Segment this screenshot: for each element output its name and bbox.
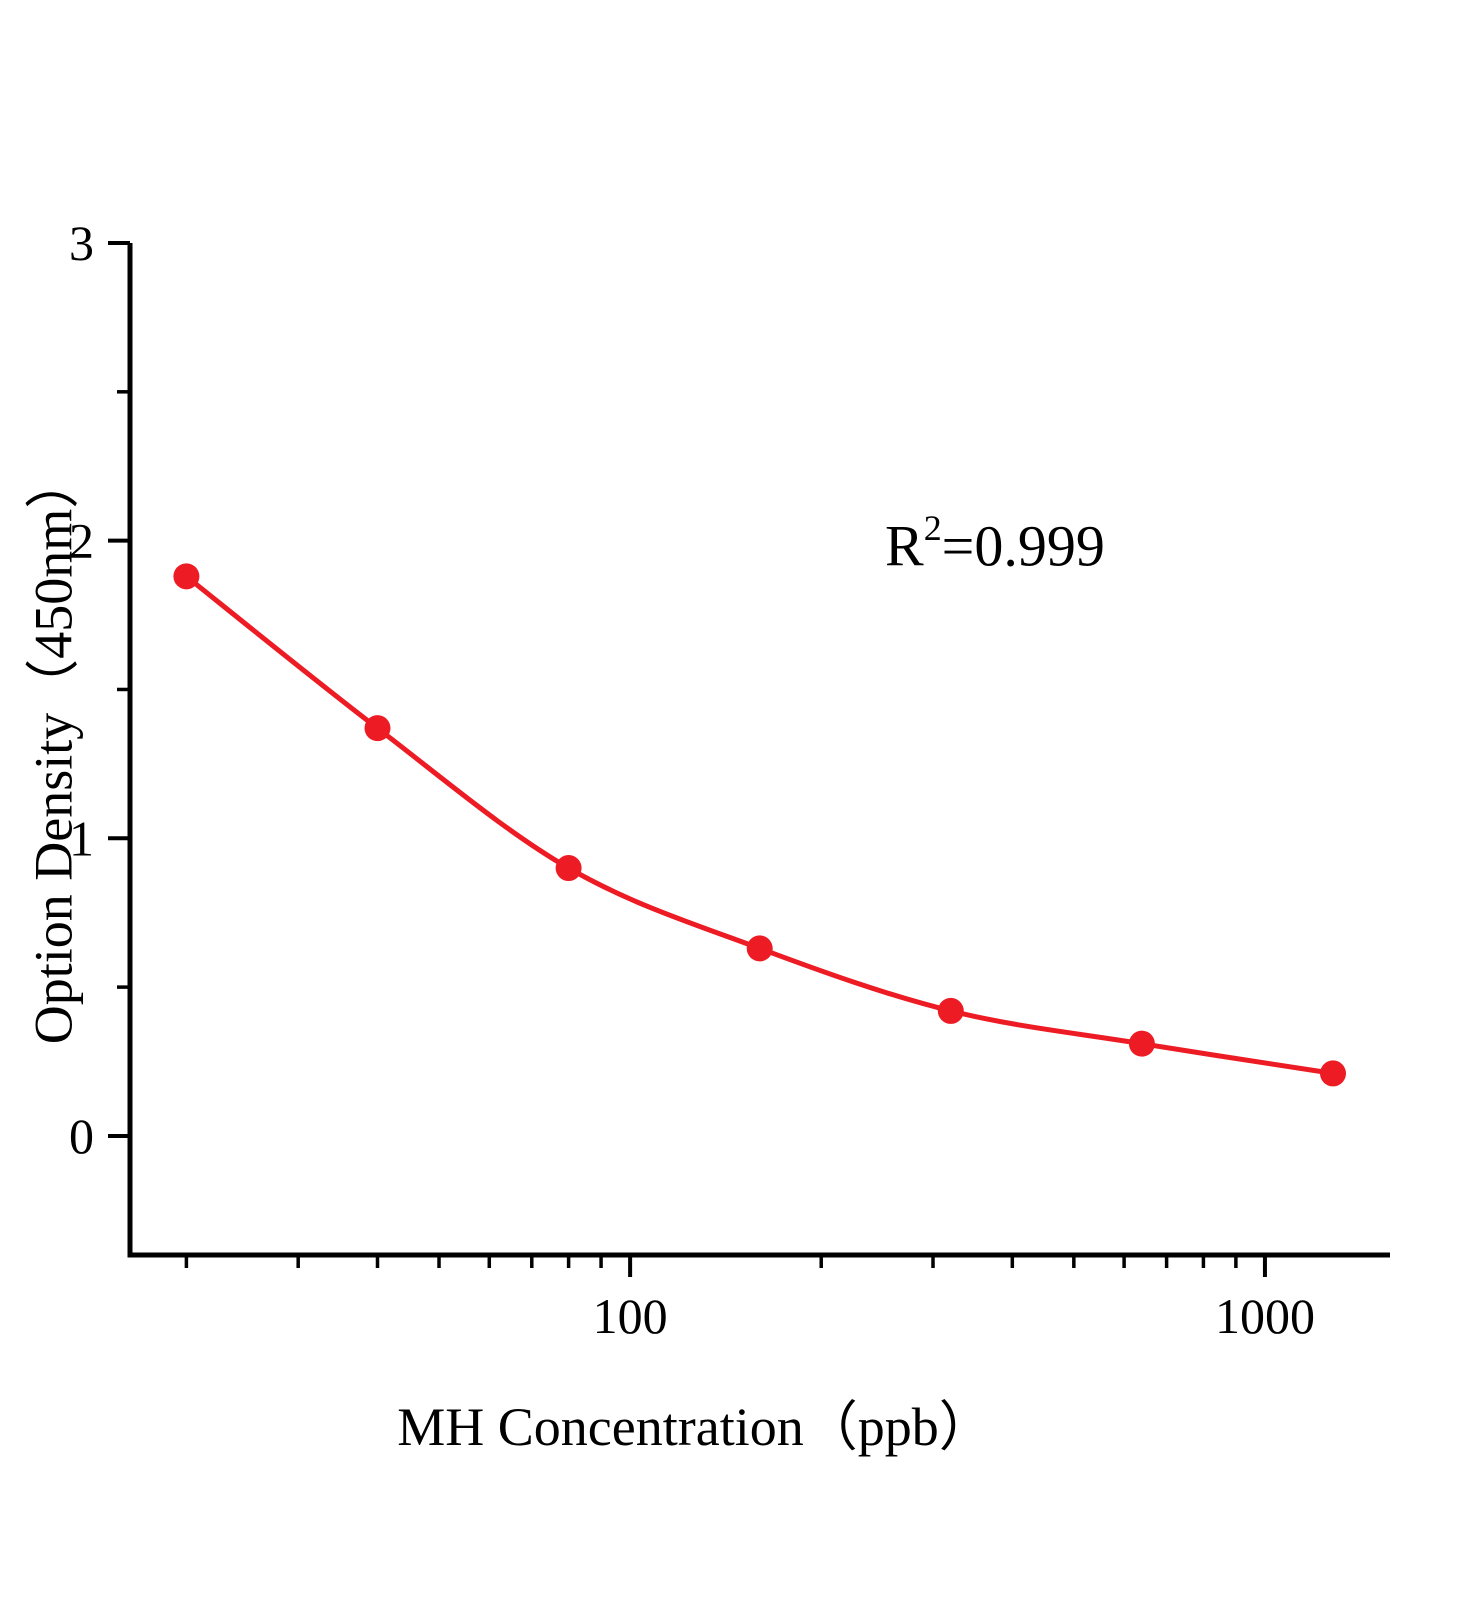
data-point	[173, 563, 200, 590]
x-axis-title: MH Concentration（ppb）	[397, 1397, 993, 1457]
x-tick-label: 1000	[1215, 1288, 1315, 1344]
data-point	[364, 715, 391, 742]
r-squared-value: =0.999	[941, 513, 1105, 579]
data-point	[555, 855, 582, 882]
data-point	[937, 997, 964, 1024]
y-tick-label: 3	[69, 215, 94, 271]
r-squared-annotation: R2=0.999	[885, 508, 1105, 579]
r-squared-superscript: 2	[923, 507, 942, 548]
data-point	[746, 935, 773, 962]
x-tick-label: 100	[593, 1288, 668, 1344]
y-tick-label: 2	[69, 513, 94, 569]
data-point	[1128, 1030, 1155, 1057]
r-squared-base: R	[885, 513, 924, 579]
y-tick-label: 0	[69, 1108, 94, 1164]
y-tick-label: 1	[69, 810, 94, 866]
fit-curve	[183, 573, 1336, 1076]
data-point	[1319, 1060, 1346, 1087]
